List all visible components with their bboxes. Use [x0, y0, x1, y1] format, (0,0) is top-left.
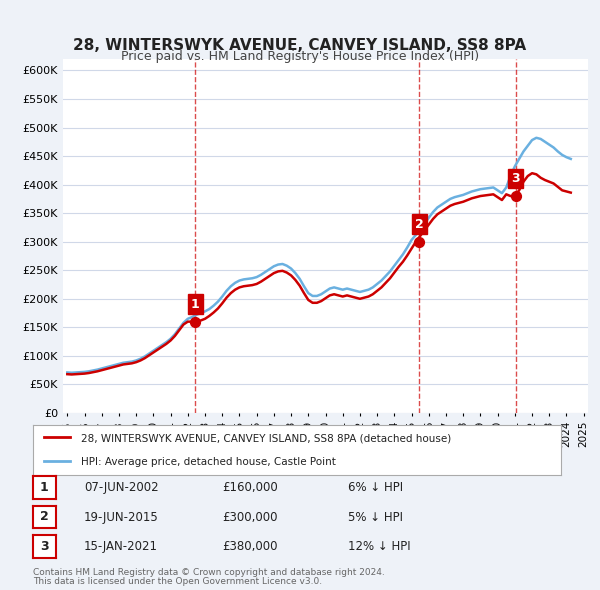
Point	[191, 317, 200, 326]
Text: HPI: Average price, detached house, Castle Point: HPI: Average price, detached house, Cast…	[80, 457, 335, 467]
Text: £160,000: £160,000	[222, 481, 278, 494]
Text: 07-JUN-2002: 07-JUN-2002	[84, 481, 158, 494]
Text: £300,000: £300,000	[222, 511, 277, 524]
Text: 5% ↓ HPI: 5% ↓ HPI	[348, 511, 403, 524]
Text: 6% ↓ HPI: 6% ↓ HPI	[348, 481, 403, 494]
Text: 1: 1	[191, 297, 200, 310]
Text: 1: 1	[40, 481, 49, 494]
Text: This data is licensed under the Open Government Licence v3.0.: This data is licensed under the Open Gov…	[33, 577, 322, 586]
Text: 12% ↓ HPI: 12% ↓ HPI	[348, 540, 410, 553]
Point	[511, 191, 520, 201]
Text: 3: 3	[40, 540, 49, 553]
Text: 19-JUN-2015: 19-JUN-2015	[84, 511, 159, 524]
Text: 2: 2	[40, 510, 49, 523]
Point	[415, 237, 424, 247]
Text: Price paid vs. HM Land Registry's House Price Index (HPI): Price paid vs. HM Land Registry's House …	[121, 50, 479, 63]
Text: 28, WINTERSWYK AVENUE, CANVEY ISLAND, SS8 8PA: 28, WINTERSWYK AVENUE, CANVEY ISLAND, SS…	[73, 38, 527, 53]
Text: £380,000: £380,000	[222, 540, 277, 553]
Text: 2: 2	[415, 218, 424, 231]
Text: 3: 3	[511, 172, 520, 185]
Text: Contains HM Land Registry data © Crown copyright and database right 2024.: Contains HM Land Registry data © Crown c…	[33, 568, 385, 577]
Text: 15-JAN-2021: 15-JAN-2021	[84, 540, 158, 553]
Text: 28, WINTERSWYK AVENUE, CANVEY ISLAND, SS8 8PA (detached house): 28, WINTERSWYK AVENUE, CANVEY ISLAND, SS…	[80, 433, 451, 443]
